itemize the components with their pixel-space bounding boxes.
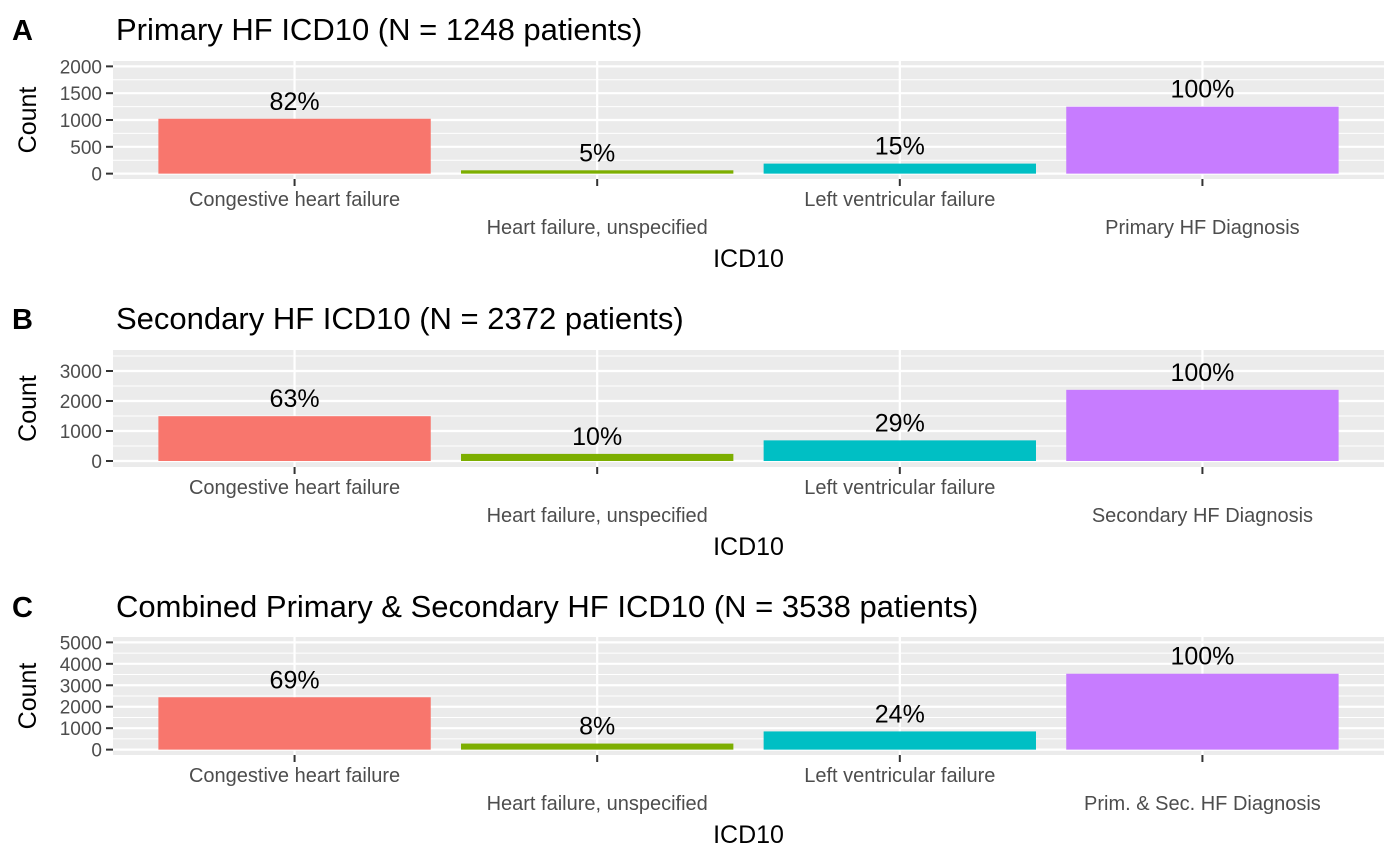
y-tick-label: 2000 [60, 57, 102, 78]
x-tick-label: Congestive heart failure [189, 765, 400, 787]
bar-4 [1066, 106, 1339, 174]
chart-title: Primary HF ICD10 (N = 1248 patients) [116, 12, 642, 47]
x-tick-label: Congestive heart failure [189, 189, 400, 211]
bar-2 [461, 170, 734, 174]
y-tick-label: 3000 [60, 362, 102, 383]
chart-title: Secondary HF ICD10 (N = 2372 patients) [116, 301, 684, 336]
y-tick-label: 1000 [60, 719, 102, 740]
data-label: 100% [1170, 76, 1234, 104]
y-axis-label: Count [14, 375, 42, 442]
chart-panel-b: B Secondary HF ICD10 (N = 2372 patients) 6… [12, 301, 1384, 561]
bar-3 [763, 440, 1036, 461]
x-axis-label: ICD10 [713, 533, 784, 561]
bar-1 [158, 416, 431, 461]
data-label: 8% [579, 713, 615, 741]
bar-1 [158, 697, 431, 750]
data-label: 5% [579, 139, 615, 167]
y-tick-label: 1000 [60, 111, 102, 132]
y-tick-label: 2000 [60, 698, 102, 719]
x-tick-label: Left ventricular failure [804, 477, 995, 499]
panel-tag: A [12, 15, 33, 47]
bar-2 [461, 453, 734, 461]
panel-tag: B [12, 304, 33, 336]
x-tick-label: Heart failure, unspecified [487, 217, 708, 239]
x-tick-label: Prim. & Sec. HF Diagnosis [1084, 793, 1321, 815]
y-tick-label: 500 [70, 138, 102, 159]
data-label: 69% [270, 666, 320, 694]
y-tick-label: 1500 [60, 84, 102, 105]
y-axis-label: Count [14, 87, 42, 154]
chart-title: Combined Primary & Secondary HF ICD10 (N… [116, 589, 978, 624]
bar-3 [763, 163, 1036, 174]
y-tick-label: 2000 [60, 392, 102, 413]
y-tick-label: 5000 [60, 633, 102, 654]
data-label: 29% [875, 409, 925, 437]
y-tick-label: 3000 [60, 676, 102, 697]
x-axis-label: ICD10 [713, 245, 784, 273]
x-tick-label: Heart failure, unspecified [487, 793, 708, 815]
data-label: 10% [572, 423, 622, 451]
y-axis-label: Count [14, 663, 42, 730]
chart-panel-a: A Primary HF ICD10 (N = 1248 patients) 82%… [12, 12, 1384, 273]
chart-panel-c: C Combined Primary & Secondary HF ICD10 (… [12, 589, 1384, 849]
x-axis-label: ICD10 [713, 821, 784, 849]
x-tick-label: Left ventricular failure [804, 189, 995, 211]
x-tick-label: Left ventricular failure [804, 765, 995, 787]
data-label: 100% [1170, 643, 1234, 671]
panel-tag: C [12, 592, 33, 624]
x-tick-label: Congestive heart failure [189, 477, 400, 499]
data-label: 24% [875, 700, 925, 728]
y-tick-label: 0 [91, 452, 102, 473]
y-tick-label: 4000 [60, 655, 102, 676]
data-label: 82% [270, 88, 320, 116]
bar-2 [461, 743, 734, 750]
x-tick-label: Heart failure, unspecified [487, 505, 708, 527]
bar-3 [763, 731, 1036, 750]
x-tick-label: Secondary HF Diagnosis [1092, 505, 1313, 527]
y-tick-label: 0 [91, 741, 102, 762]
x-tick-label: Primary HF Diagnosis [1105, 217, 1299, 239]
bar-1 [158, 118, 431, 174]
y-tick-label: 1000 [60, 422, 102, 443]
bar-4 [1066, 389, 1339, 461]
data-label: 15% [875, 133, 925, 161]
data-label: 100% [1170, 359, 1234, 387]
bar-4 [1066, 673, 1339, 750]
y-tick-label: 0 [91, 165, 102, 186]
data-label: 63% [270, 385, 320, 413]
